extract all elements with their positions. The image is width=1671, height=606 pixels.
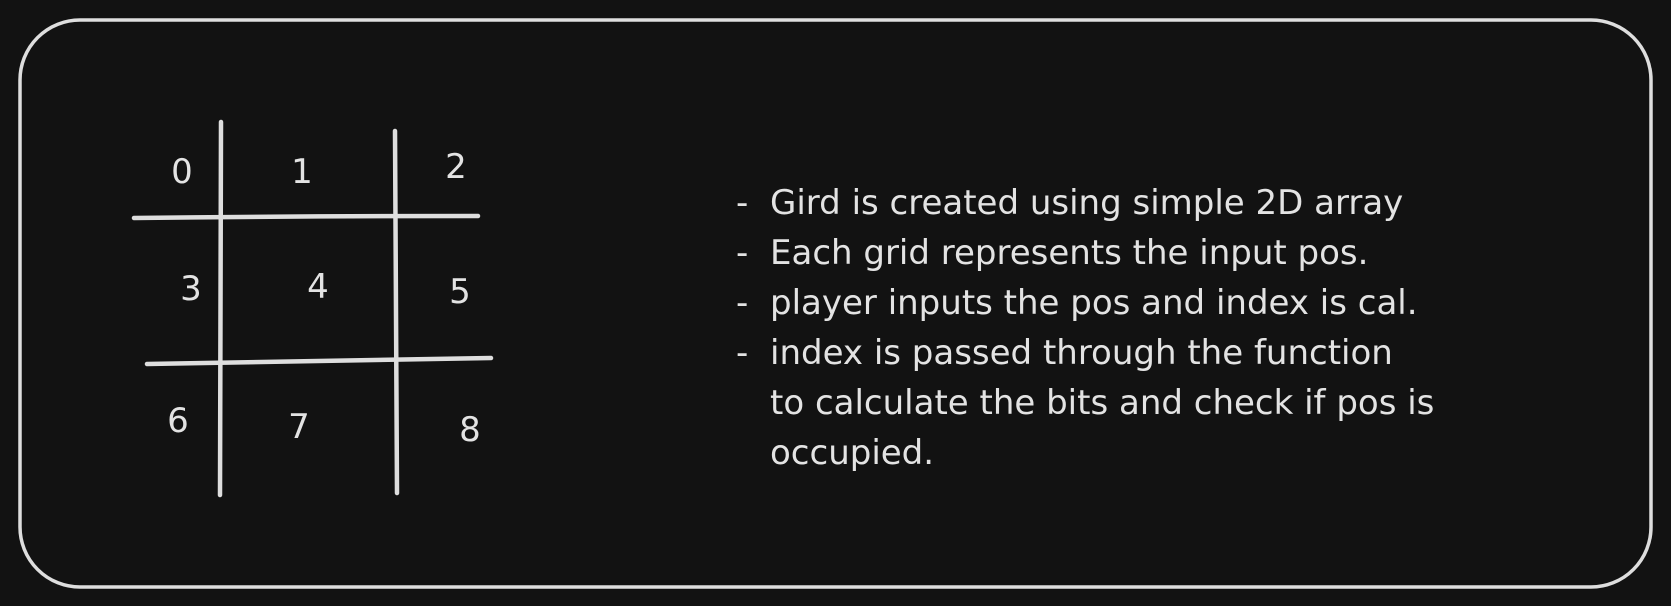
grid-cell-2: 2 (445, 147, 467, 187)
note-bullet: - (736, 333, 749, 373)
grid-cell-1: 1 (291, 152, 313, 192)
grid-line-vertical-left (217, 119, 224, 498)
grid-line-horizontal-bottom (144, 355, 494, 367)
grid-cell-8: 8 (459, 410, 481, 450)
grid-cell-5: 5 (449, 272, 471, 312)
note-text: Gird is created using simple 2D array (770, 183, 1404, 223)
frame-border (18, 18, 1653, 589)
grid-cell-7: 7 (288, 407, 310, 447)
note-text: index is passed through the function to … (770, 333, 1435, 473)
note-bullet: - (736, 283, 749, 323)
grid-cell-3: 3 (180, 269, 202, 309)
grid-line-vertical-right (392, 128, 400, 496)
grid-line-horizontal-top (131, 213, 481, 221)
note-text: Each grid represents the input pos. (770, 233, 1369, 273)
grid-cell-4: 4 (307, 267, 329, 307)
note-item: - player inputs the pos and index is cal… (736, 278, 1434, 328)
note-item: - index is passed through the function t… (736, 328, 1434, 478)
note-item: - Each grid represents the input pos. (736, 228, 1434, 278)
note-item: - Gird is created using simple 2D array (736, 178, 1434, 228)
note-bullet: - (736, 233, 749, 273)
note-text: player inputs the pos and index is cal. (770, 283, 1418, 323)
grid-cell-6: 6 (167, 401, 189, 441)
note-bullet: - (736, 183, 749, 223)
notes-list: - Gird is created using simple 2D array … (736, 178, 1434, 478)
grid-cell-0: 0 (171, 152, 193, 192)
grid-lines (131, 119, 494, 498)
